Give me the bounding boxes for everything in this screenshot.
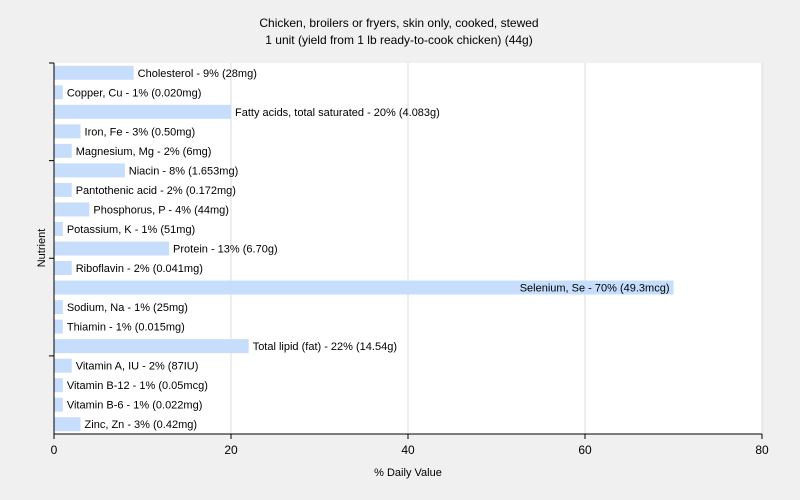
bar xyxy=(54,397,63,412)
chart-subtitle: 1 unit (yield from 1 lb ready-to-cook ch… xyxy=(265,33,532,47)
bar-label: Vitamin A, IU - 2% (87IU) xyxy=(76,361,199,373)
bar-label: Cholesterol - 9% (28mg) xyxy=(138,68,257,80)
bar-label: Fatty acids, total saturated - 20% (4.08… xyxy=(235,107,440,119)
bar xyxy=(54,163,125,178)
bar xyxy=(54,339,249,354)
axes: 0 20 40 60 80 xyxy=(49,62,769,457)
bar-label: Potassium, K - 1% (51mg) xyxy=(67,224,195,236)
bar-labels: Cholesterol - 9% (28mg) Copper, Cu - 1% (… xyxy=(67,68,670,431)
bar xyxy=(54,221,63,236)
bar-label: Magnesium, Mg - 2% (6mg) xyxy=(76,146,212,158)
bar-label: Phosphorus, P - 4% (44mg) xyxy=(93,204,229,216)
bar xyxy=(54,104,231,119)
chart-title: Chicken, broilers or fryers, skin only, … xyxy=(259,16,538,30)
bars xyxy=(54,65,674,432)
x-tick-label: 60 xyxy=(578,443,592,457)
bar xyxy=(54,300,63,315)
bar-label: Total lipid (fat) - 22% (14.54g) xyxy=(253,341,397,353)
bar-label: Protein - 13% (6.70g) xyxy=(173,244,278,256)
x-tick-label: 0 xyxy=(51,443,58,457)
bar xyxy=(54,65,134,80)
bar xyxy=(54,319,63,334)
bar-label: Selenium, Se - 70% (49.3mcg) xyxy=(520,283,670,295)
x-tick-label: 80 xyxy=(755,443,769,457)
x-tick-label: 20 xyxy=(224,443,238,457)
bar-label: Thiamin - 1% (0.015mg) xyxy=(67,322,185,334)
bar xyxy=(54,280,674,295)
bar-label: Sodium, Na - 1% (25mg) xyxy=(67,302,188,314)
bar xyxy=(54,143,72,158)
bar xyxy=(54,378,63,393)
x-axis-title: % Daily Value xyxy=(374,467,442,479)
bar-label: Copper, Cu - 1% (0.020mg) xyxy=(67,87,202,99)
bar-label: Zinc, Zn - 3% (0.42mg) xyxy=(85,419,197,431)
grid-lines xyxy=(230,63,763,434)
bar xyxy=(54,358,72,373)
bar-label: Niacin - 8% (1.653mg) xyxy=(129,165,238,177)
bar xyxy=(54,241,170,256)
bar-label: Riboflavin - 2% (0.041mg) xyxy=(76,263,203,275)
bar xyxy=(54,85,63,100)
bar xyxy=(54,417,81,432)
bar xyxy=(54,124,81,139)
bar-label: Pantothenic acid - 2% (0.172mg) xyxy=(76,185,236,197)
bar-label: Vitamin B-6 - 1% (0.022mg) xyxy=(67,400,203,412)
y-axis-title: Nutrient xyxy=(36,229,48,268)
bar-label: Iron, Fe - 3% (0.50mg) xyxy=(85,126,196,138)
x-tick-label: 40 xyxy=(401,443,415,457)
bar xyxy=(54,202,90,217)
bar xyxy=(54,182,72,197)
bar-label: Vitamin B-12 - 1% (0.05mcg) xyxy=(67,380,208,392)
bar xyxy=(54,261,72,276)
